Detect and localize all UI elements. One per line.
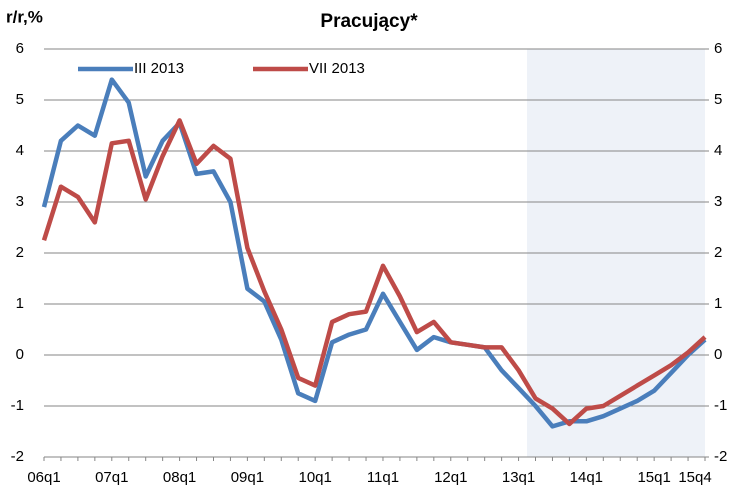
x-tick-label: 07q1 [95,469,128,486]
y2-tick-label: 6 [714,40,722,57]
x-tick-label: 06q1 [27,469,60,486]
x-tick-label: 14q1 [570,469,603,486]
legend-label: VII 2013 [309,60,365,77]
y-tick-label: 3 [16,193,24,210]
x-tick-label: 13q1 [502,469,535,486]
x-tick-label: 15q1 [637,469,670,486]
x-tick-label: 11q1 [367,469,399,486]
y2-tick-label: 2 [714,244,722,261]
y2-tick-label: -1 [714,397,727,414]
y2-tick-label: 3 [714,193,722,210]
y2-tick-label: -2 [714,448,727,465]
y2-tick-label: 0 [714,346,722,363]
y-axis-label: r/r,% [6,7,43,26]
y2-tick-label: 5 [714,91,722,108]
y-tick-label: -1 [11,397,24,414]
x-tick-label: 09q1 [231,469,264,486]
y-tick-label: -2 [11,448,24,465]
x-tick-label: 10q1 [298,469,331,486]
series-line [41,118,707,427]
y2-tick-label: 4 [714,142,722,159]
legend-label: III 2013 [134,60,184,77]
y-tick-label: 4 [16,142,24,159]
x-tick-label: 15q4 [678,469,711,486]
y-tick-label: 1 [16,295,24,312]
y2-tick-label: 1 [714,295,722,312]
series-line [41,77,707,429]
y-tick-label: 2 [16,244,24,261]
chart-title: Pracujący* [320,11,418,32]
y-tick-label: 0 [16,346,24,363]
x-tick-label: 08q1 [163,469,196,486]
y-tick-label: 6 [16,40,24,57]
x-tick-label: 12q1 [434,469,467,486]
y-tick-label: 5 [16,91,24,108]
